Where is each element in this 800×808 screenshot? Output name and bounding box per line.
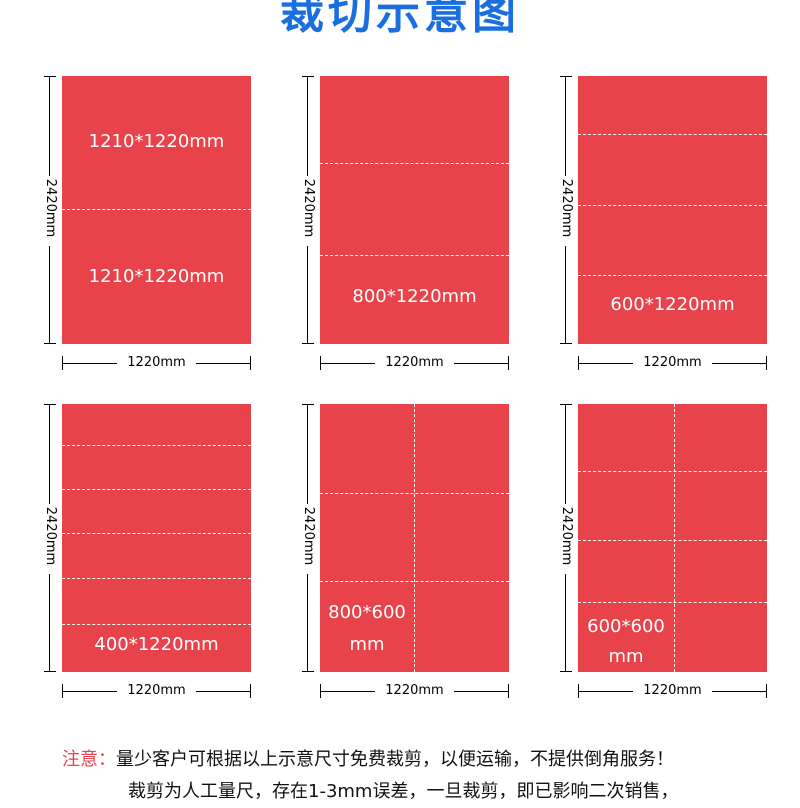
- cut-line: [414, 404, 415, 672]
- height-dimension: 2420mm: [43, 76, 58, 344]
- height-label: 2420mm: [301, 506, 316, 566]
- notice-prefix: 注意：: [62, 749, 116, 770]
- width-label: 1220mm: [127, 355, 186, 370]
- height-dimension: 2420mm: [559, 76, 574, 344]
- width-label: 1220mm: [385, 683, 444, 698]
- cut-line: [578, 205, 767, 206]
- cut-line: [578, 540, 767, 541]
- height-dimension: 2420mm: [43, 404, 58, 672]
- height-label: 2420mm: [559, 506, 574, 566]
- page-title: 裁切示意图: [280, 0, 520, 39]
- height-label: 2420mm: [559, 178, 574, 238]
- notice: 注意：量少客户可根据以上示意尺寸免费裁剪，以便运输，不提供倒角服务！ 裁剪为人工…: [62, 744, 792, 808]
- panel-half: 2420mm 1210*1220mm 1210*1220mm 1220mm: [40, 76, 260, 381]
- cut-line: [62, 533, 251, 534]
- board-sheet: 800*600 mm: [320, 404, 509, 672]
- cut-line: [62, 489, 251, 490]
- cut-line: [578, 134, 767, 135]
- panel-sixth: 2420mm 400*1220mm 1220mm: [40, 404, 260, 709]
- board-sheet: 400*1220mm: [62, 404, 251, 672]
- height-dimension: 2420mm: [559, 404, 574, 672]
- piece-label: 800*1220mm: [352, 286, 477, 307]
- width-dimension: 1220mm: [62, 355, 251, 370]
- piece-label: 600*600: [587, 616, 665, 637]
- width-dimension: 1220mm: [578, 683, 767, 698]
- cut-line: [320, 255, 509, 256]
- notice-line-1: 注意：量少客户可根据以上示意尺寸免费裁剪，以便运输，不提供倒角服务！: [62, 744, 792, 776]
- panel-grid-600x600: 2420mm 600*600 mm 1220mm: [556, 404, 776, 709]
- cut-line: [578, 275, 767, 276]
- width-label: 1220mm: [127, 683, 186, 698]
- height-label: 2420mm: [301, 178, 316, 238]
- notice-text-1: 量少客户可根据以上示意尺寸免费裁剪，以便运输，不提供倒角服务！: [116, 749, 674, 770]
- piece-label: mm: [349, 634, 385, 655]
- width-dimension: 1220mm: [320, 683, 509, 698]
- cut-line: [320, 493, 509, 494]
- piece-label: 1210*1220mm: [88, 266, 225, 287]
- board-sheet: 600*600 mm: [578, 404, 767, 672]
- cut-line: [320, 581, 509, 582]
- height-dimension: 2420mm: [301, 76, 316, 344]
- cut-line: [578, 471, 767, 472]
- notice-line-2: 裁剪为人工量尺，存在1-3mm误差，一旦裁剪，即已影响二次销售，: [128, 781, 679, 802]
- panel-quarter: 2420mm 600*1220mm 1220mm: [556, 76, 776, 381]
- piece-label: 1210*1220mm: [88, 131, 225, 152]
- cut-line: [62, 209, 251, 210]
- panel-third: 2420mm 800*1220mm 1220mm: [298, 76, 518, 381]
- height-label: 2420mm: [43, 178, 58, 238]
- height-label: 2420mm: [43, 506, 58, 566]
- piece-label: 800*600: [328, 602, 406, 623]
- width-label: 1220mm: [385, 355, 444, 370]
- cut-line: [674, 404, 675, 672]
- board-sheet: 1210*1220mm 1210*1220mm: [62, 76, 251, 344]
- board-sheet: 800*1220mm: [320, 76, 509, 344]
- board-sheet: 600*1220mm: [578, 76, 767, 344]
- width-dimension: 1220mm: [320, 355, 509, 370]
- cut-line: [62, 578, 251, 579]
- cut-line: [62, 624, 251, 625]
- piece-label: 600*1220mm: [610, 294, 735, 315]
- cut-line: [62, 445, 251, 446]
- piece-label: 400*1220mm: [94, 634, 219, 655]
- height-dimension: 2420mm: [301, 404, 316, 672]
- width-dimension: 1220mm: [578, 355, 767, 370]
- width-dimension: 1220mm: [62, 683, 251, 698]
- panel-grid-800x600: 2420mm 800*600 mm 1220mm: [298, 404, 518, 709]
- width-label: 1220mm: [643, 683, 702, 698]
- piece-label: mm: [608, 646, 644, 667]
- width-label: 1220mm: [643, 355, 702, 370]
- cut-line: [578, 602, 767, 603]
- cut-line: [320, 163, 509, 164]
